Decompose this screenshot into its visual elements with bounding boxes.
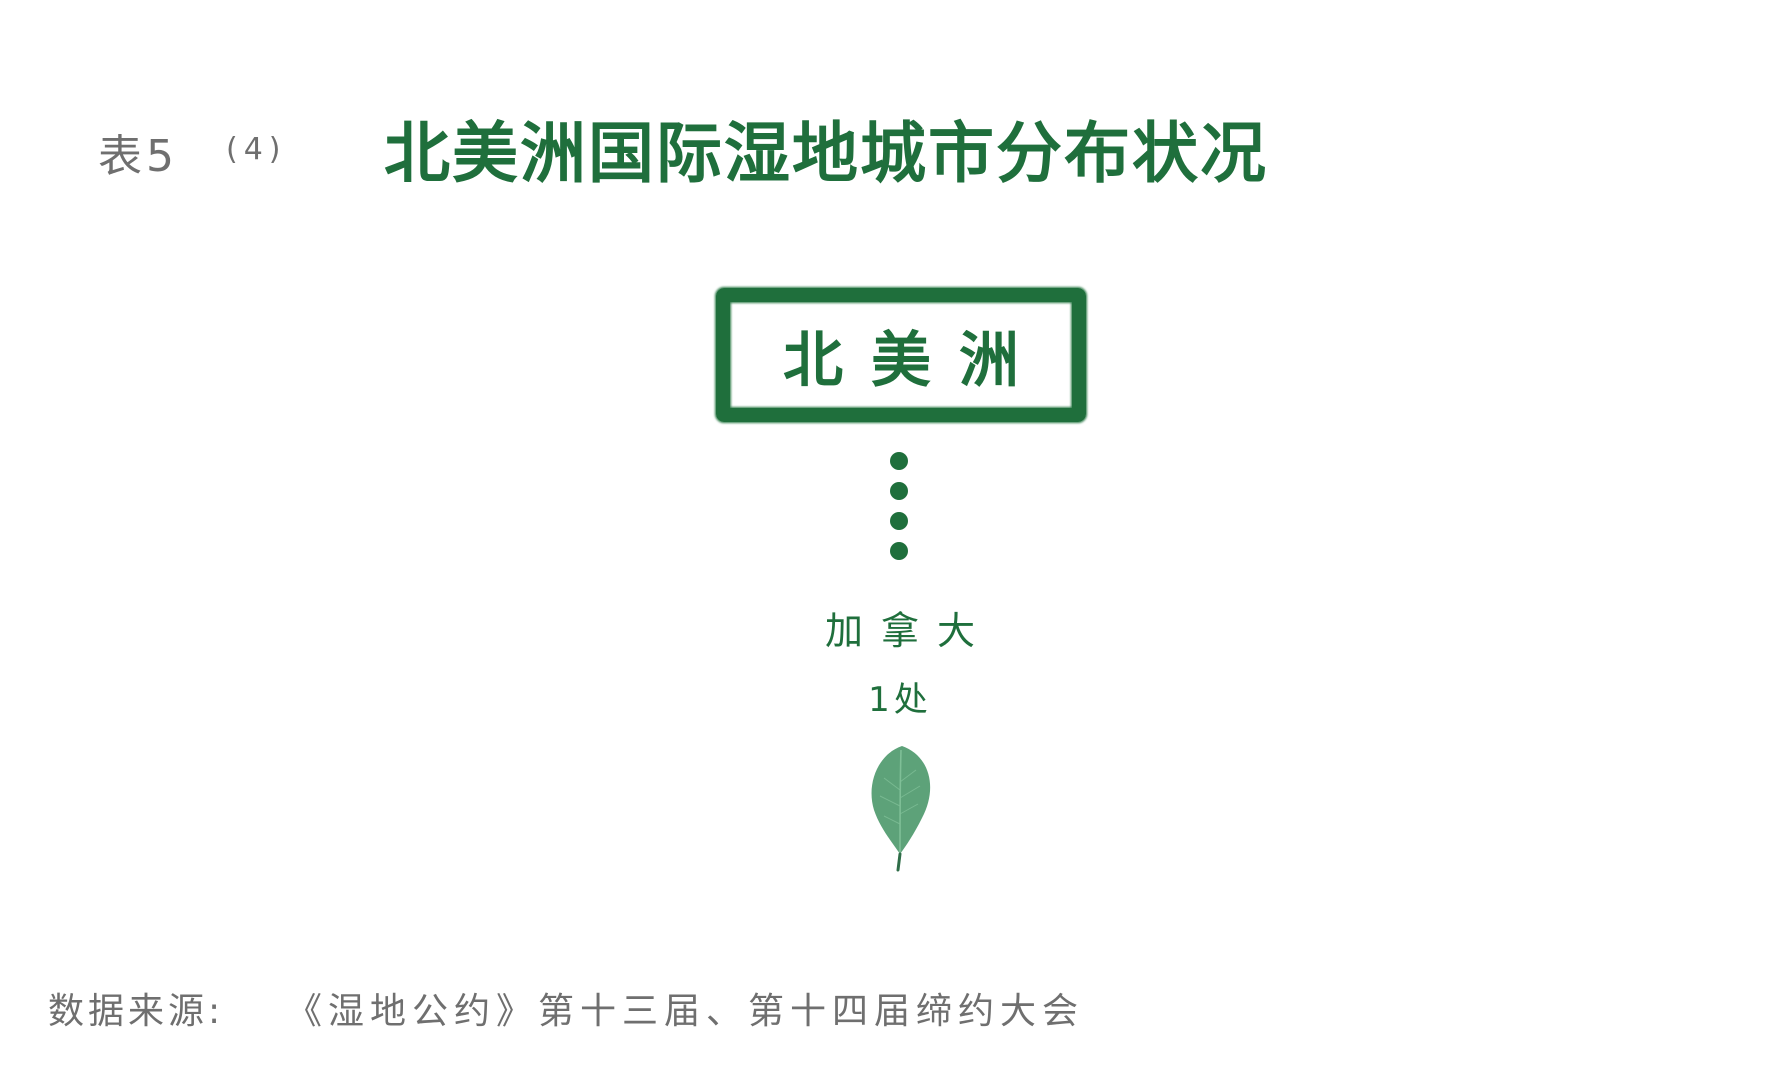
source-label: 数据来源: — [48, 991, 225, 1032]
connector-dot — [890, 512, 908, 530]
table-label: 表5 — [98, 131, 178, 182]
dotted-connector — [890, 452, 910, 572]
table-number: (4) — [226, 132, 287, 167]
connector-dot — [890, 482, 908, 500]
country-count: 1处 — [868, 680, 932, 720]
region-name: 北美洲 — [783, 325, 1047, 396]
connector-dot — [890, 452, 908, 470]
leaf-icon — [871, 746, 931, 872]
country-name: 加拿大 — [824, 609, 993, 653]
connector-dot — [890, 542, 908, 560]
source-text: 《湿地公约》第十三届、第十四届缔约大会 — [286, 991, 1085, 1032]
region-box: 北美洲 — [716, 288, 1086, 422]
page-title: 北美洲国际湿地城市分布状况 — [384, 115, 1268, 192]
